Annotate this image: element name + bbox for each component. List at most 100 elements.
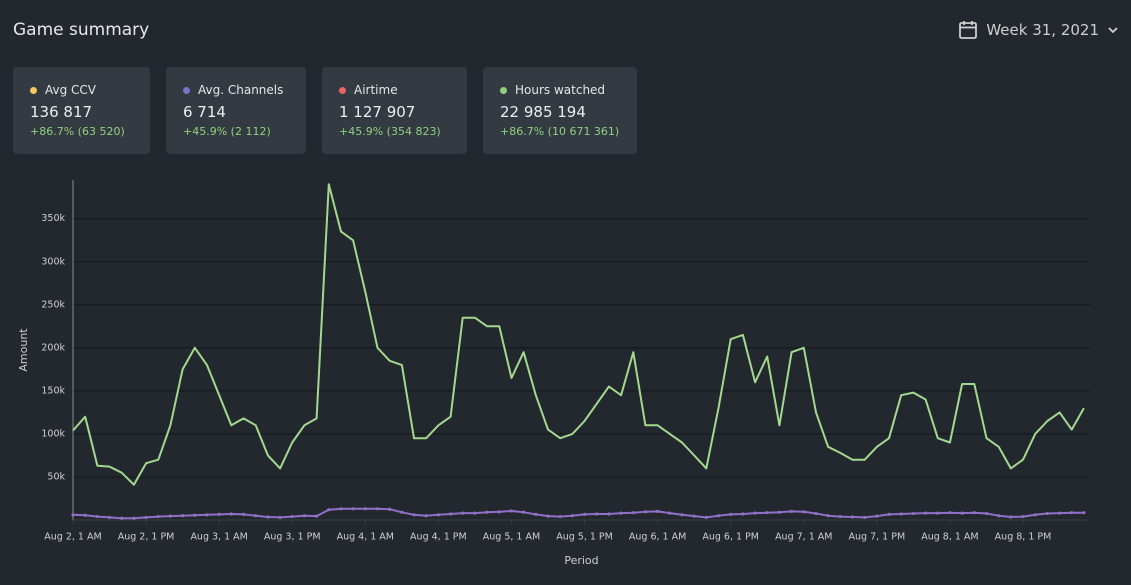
series-point [327,508,331,512]
series-point [899,512,903,516]
series-point [729,512,733,517]
x-tick-label: Aug 7, 1 AM [775,532,832,543]
stat-change: +86.7% (63 520) [30,125,125,138]
series-point [558,514,562,519]
series-point [546,514,550,518]
series-point [363,507,367,511]
series-point [936,511,940,515]
series-point [473,511,477,515]
stat-label: Airtime [354,83,398,97]
series-point [144,515,148,520]
series-point [619,511,623,515]
series-point [375,507,380,511]
stat-label-row: Avg CCV [30,83,150,97]
x-tick-label: Aug 8, 1 AM [921,532,978,543]
series-point [497,510,501,514]
x-tick-label: Aug 8, 1 PM [995,532,1052,543]
stat-change: +86.7% (10 671 361) [500,125,620,138]
series-point [814,511,818,516]
stat-change: +45.9% (354 823) [339,125,441,138]
series-point [984,511,989,516]
x-tick-label: Aug 6, 1 PM [702,532,759,543]
legend-dot [339,86,346,94]
series-point [656,509,660,513]
series-point [302,514,307,518]
series-point [522,510,526,514]
series-point [838,514,842,519]
stat-label-row: Hours watched [500,83,637,97]
x-axis-title: Period [564,554,598,567]
series-point [156,514,160,519]
series-point [83,513,87,517]
series-point [582,512,587,517]
series-point [997,514,1001,518]
x-tick-label: Aug 6, 1 AM [629,532,686,543]
series-point [643,510,648,514]
series-point [1021,514,1025,519]
period-label: Week 31, 2021 [986,21,1099,39]
series-point [205,513,209,517]
stat-label: Hours watched [515,83,606,97]
series-point [863,515,867,520]
y-tick-label: 200k [41,342,65,353]
legend-dot [30,86,37,94]
x-tick-label: Aug 2, 1 PM [118,532,175,543]
series-point [960,511,964,515]
series-point [290,514,294,519]
x-tick-label: Aug 3, 1 PM [264,532,321,543]
series-point [631,511,635,515]
series-point [217,512,221,517]
series-point [948,511,952,515]
series-point [107,515,112,520]
series-point [193,513,197,517]
series-point [704,515,708,520]
period-picker[interactable]: Week 31, 2021 [958,20,1119,40]
x-tick-label: Aug 5, 1 PM [556,532,613,543]
stat-card: Airtime 1 127 907 +45.9% (354 823) [322,67,467,154]
series-point [412,513,416,517]
series-point [1057,511,1062,515]
stat-value: 1 127 907 [339,103,416,121]
x-tick-label: Aug 5, 1 AM [483,532,540,543]
series-point [1045,511,1049,516]
legend-dot [183,86,190,94]
series-point [1082,511,1086,515]
series-point [923,511,928,515]
y-tick-label: 100k [41,428,65,439]
series-point [448,512,453,516]
series-point [753,511,757,515]
series-point [534,512,538,517]
series-point [241,512,246,517]
series-point [388,507,392,511]
series-point [181,514,185,518]
stat-card: Avg CCV 136 817 +86.7% (63 520) [13,67,150,154]
y-tick-label: 300k [41,256,65,267]
series-point [278,515,282,520]
series-point [789,509,794,513]
series-point [668,511,672,515]
series-point [911,511,915,516]
series-point [802,510,806,514]
series-point [741,512,745,516]
chevron [1108,27,1118,34]
x-tick-label: Aug 3, 1 AM [190,532,247,543]
series-point [351,507,355,511]
y-tick-label: 250k [41,299,65,310]
stat-value: 22 985 194 [500,103,586,121]
stat-change: +45.9% (2 112) [183,125,271,138]
series-point [887,512,891,517]
series-point [485,510,489,514]
stat-value: 136 817 [30,103,93,121]
series-point [826,514,830,518]
y-tick-label: 150k [41,385,65,396]
y-axis-title: Amount [17,328,30,372]
stat-card: Avg. Channels 6 714 +45.9% (2 112) [166,67,306,154]
series-point [71,513,75,517]
series-point [424,514,428,518]
series-point [95,514,99,519]
series-point [168,514,173,518]
series-point [875,514,879,518]
series-point [229,512,233,516]
